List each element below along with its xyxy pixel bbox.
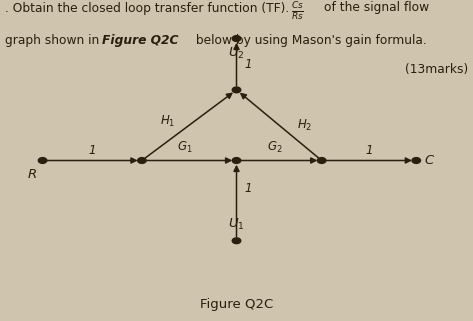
Text: of the signal flow: of the signal flow (324, 1, 429, 14)
Circle shape (232, 36, 241, 41)
Text: $U_1$: $U_1$ (228, 217, 245, 232)
Text: 1: 1 (245, 182, 252, 195)
Text: $U_2$: $U_2$ (228, 45, 245, 61)
Text: Figure Q2C: Figure Q2C (200, 299, 273, 311)
Text: 1: 1 (365, 144, 373, 157)
Circle shape (232, 238, 241, 244)
Text: $R$: $R$ (27, 169, 37, 181)
Circle shape (232, 87, 241, 93)
Circle shape (412, 158, 420, 163)
Circle shape (138, 158, 146, 163)
Text: $\frac{Cs}{Rs}$: $\frac{Cs}{Rs}$ (291, 1, 304, 23)
Text: $H_2$: $H_2$ (298, 117, 313, 133)
Text: $G_2$: $G_2$ (267, 140, 282, 155)
Circle shape (38, 158, 47, 163)
Text: (13marks): (13marks) (405, 63, 468, 75)
Text: below by using Mason's gain formula.: below by using Mason's gain formula. (192, 34, 426, 47)
Text: . Obtain the closed loop transfer function (TF).: . Obtain the closed loop transfer functi… (5, 2, 289, 14)
Text: 1: 1 (245, 58, 252, 71)
Text: Figure Q2C: Figure Q2C (102, 34, 178, 47)
Text: $H_1$: $H_1$ (160, 114, 175, 129)
Text: 1: 1 (88, 144, 96, 157)
Text: $C$: $C$ (424, 154, 435, 167)
Text: $G_1$: $G_1$ (177, 140, 192, 155)
Circle shape (232, 158, 241, 163)
Text: graph shown in: graph shown in (5, 34, 103, 47)
Circle shape (317, 158, 326, 163)
